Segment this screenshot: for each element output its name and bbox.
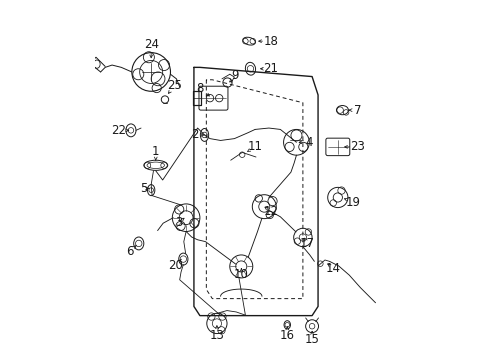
Text: 25: 25	[166, 79, 181, 92]
Text: 21: 21	[263, 62, 278, 75]
Text: 10: 10	[233, 268, 248, 281]
Text: 11: 11	[247, 140, 262, 153]
Text: 19: 19	[345, 195, 360, 208]
Text: 3: 3	[175, 216, 182, 229]
Text: 14: 14	[325, 262, 340, 275]
Text: 22: 22	[111, 124, 126, 137]
Text: 6: 6	[125, 245, 133, 258]
Text: 24: 24	[143, 38, 158, 51]
Text: 15: 15	[304, 333, 319, 346]
Text: 13: 13	[209, 329, 224, 342]
Bar	[193, 91, 201, 105]
Text: 18: 18	[263, 35, 278, 48]
Text: 8: 8	[196, 82, 203, 95]
Text: 20: 20	[168, 258, 183, 271]
Text: 4: 4	[305, 136, 312, 149]
Text: 16: 16	[279, 329, 294, 342]
Text: 5: 5	[140, 182, 147, 195]
Text: 9: 9	[231, 69, 239, 82]
Text: 23: 23	[350, 140, 365, 153]
Text: 12: 12	[263, 205, 278, 218]
Text: 7: 7	[354, 104, 361, 117]
Text: 17: 17	[299, 237, 314, 250]
Bar	[193, 91, 201, 105]
Text: 1: 1	[152, 145, 159, 158]
Text: 2: 2	[191, 129, 199, 141]
